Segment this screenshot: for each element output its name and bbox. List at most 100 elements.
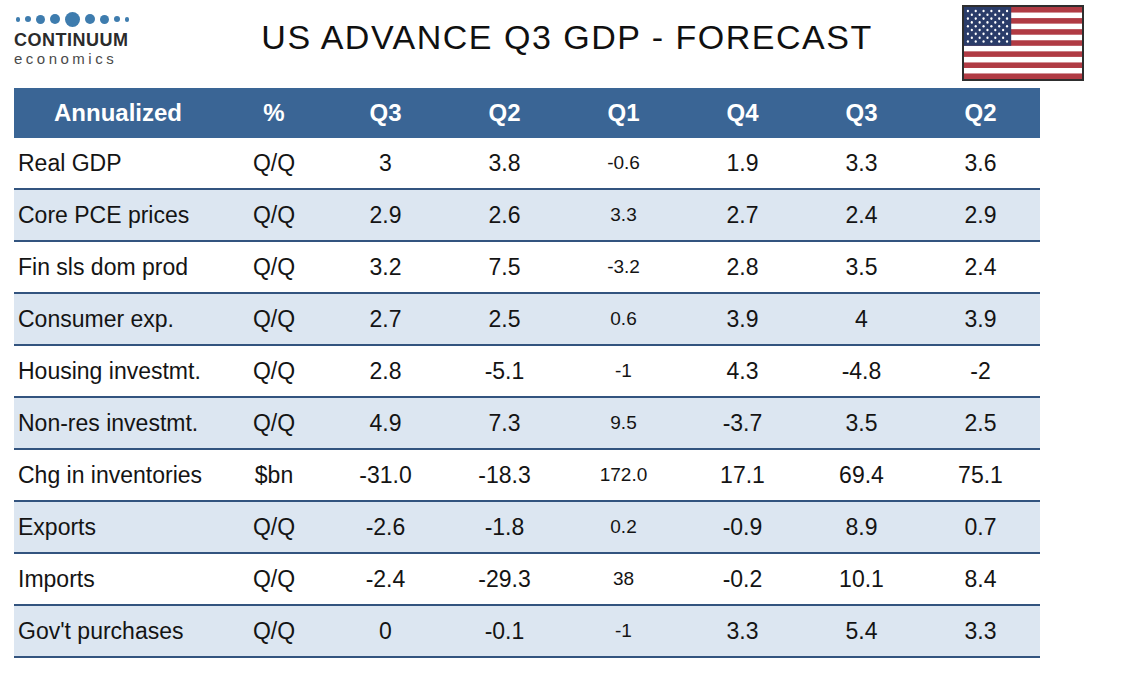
table-row: Fin sls dom prod Q/Q 3.2 7.5 -3.2 2.8 3.… <box>14 241 1040 293</box>
cell-value: -2.4 <box>326 553 445 605</box>
cell-value: 3.2 <box>326 241 445 293</box>
cell-value: -31.0 <box>326 449 445 501</box>
cell-value: 17.1 <box>683 449 802 501</box>
cell-value: 8.4 <box>921 553 1040 605</box>
cell-value: 7.3 <box>445 397 564 449</box>
table-row: Housing investmt. Q/Q 2.8 -5.1 -1 4.3 -4… <box>14 345 1040 397</box>
cell-value: 172.0 <box>564 449 683 501</box>
row-label: Non-res investmt. <box>14 397 222 449</box>
row-unit: Q/Q <box>222 345 326 397</box>
cell-value: -0.1 <box>445 605 564 657</box>
cell-value: 3.3 <box>802 138 921 189</box>
cell-value: -2 <box>921 345 1040 397</box>
row-unit: Q/Q <box>222 397 326 449</box>
cell-value: 3.3 <box>564 189 683 241</box>
cell-value: 2.4 <box>921 241 1040 293</box>
row-unit: Q/Q <box>222 501 326 553</box>
table-row: Chg in inventories $bn -31.0 -18.3 172.0… <box>14 449 1040 501</box>
cell-value: -3.2 <box>564 241 683 293</box>
cell-value: -3.7 <box>683 397 802 449</box>
cell-value: 75.1 <box>921 449 1040 501</box>
cell-value: 3.5 <box>802 241 921 293</box>
row-label: Chg in inventories <box>14 449 222 501</box>
column-header: Q3 <box>326 88 445 138</box>
row-label: Real GDP <box>14 138 222 189</box>
cell-value: 7.5 <box>445 241 564 293</box>
cell-value: 2.7 <box>683 189 802 241</box>
row-label: Consumer exp. <box>14 293 222 345</box>
cell-value: 2.9 <box>921 189 1040 241</box>
cell-value: -5.1 <box>445 345 564 397</box>
cell-value: 2.4 <box>802 189 921 241</box>
row-label: Exports <box>14 501 222 553</box>
cell-value: 5.4 <box>802 605 921 657</box>
table-row: Consumer exp. Q/Q 2.7 2.5 0.6 3.9 4 3.9 <box>14 293 1040 345</box>
cell-value: -1 <box>564 345 683 397</box>
row-unit: Q/Q <box>222 189 326 241</box>
cell-value: 2.5 <box>445 293 564 345</box>
cell-value: 1.9 <box>683 138 802 189</box>
cell-value: 2.5 <box>921 397 1040 449</box>
row-label: Gov't purchases <box>14 605 222 657</box>
cell-value: -2.6 <box>326 501 445 553</box>
cell-value: -0.2 <box>683 553 802 605</box>
gdp-forecast-table: Annualized % Q3 Q2 Q1 Q4 Q3 Q2 Real GDP … <box>14 88 1040 658</box>
cell-value: 3.9 <box>683 293 802 345</box>
cell-value: 2.8 <box>683 241 802 293</box>
column-header: Q3 <box>802 88 921 138</box>
column-header: Q2 <box>445 88 564 138</box>
table-row: Non-res investmt. Q/Q 4.9 7.3 9.5 -3.7 3… <box>14 397 1040 449</box>
cell-value: -1.8 <box>445 501 564 553</box>
page-header: CONTINUUM economics US ADVANCE Q3 GDP - … <box>0 0 1134 88</box>
cell-value: 69.4 <box>802 449 921 501</box>
column-header: Q1 <box>564 88 683 138</box>
cell-value: -0.9 <box>683 501 802 553</box>
row-label: Fin sls dom prod <box>14 241 222 293</box>
cell-value: 8.9 <box>802 501 921 553</box>
us-flag-icon <box>962 5 1084 81</box>
column-header: Q4 <box>683 88 802 138</box>
cell-value: 3.5 <box>802 397 921 449</box>
column-header: Q2 <box>921 88 1040 138</box>
cell-value: 9.5 <box>564 397 683 449</box>
table-row: Imports Q/Q -2.4 -29.3 38 -0.2 10.1 8.4 <box>14 553 1040 605</box>
cell-value: 3.6 <box>921 138 1040 189</box>
cell-value: 3.3 <box>683 605 802 657</box>
cell-value: 3.3 <box>921 605 1040 657</box>
row-unit: Q/Q <box>222 241 326 293</box>
cell-value: -29.3 <box>445 553 564 605</box>
table-row: Core PCE prices Q/Q 2.9 2.6 3.3 2.7 2.4 … <box>14 189 1040 241</box>
cell-value: 38 <box>564 553 683 605</box>
cell-value: 4 <box>802 293 921 345</box>
column-header: Annualized <box>14 88 222 138</box>
row-unit: Q/Q <box>222 605 326 657</box>
column-header: % <box>222 88 326 138</box>
row-unit: Q/Q <box>222 553 326 605</box>
cell-value: 2.6 <box>445 189 564 241</box>
row-unit: Q/Q <box>222 138 326 189</box>
cell-value: 0 <box>326 605 445 657</box>
cell-value: 2.8 <box>326 345 445 397</box>
cell-value: 3.8 <box>445 138 564 189</box>
cell-value: -1 <box>564 605 683 657</box>
table-row: Gov't purchases Q/Q 0 -0.1 -1 3.3 5.4 3.… <box>14 605 1040 657</box>
cell-value: 3.9 <box>921 293 1040 345</box>
page: CONTINUUM economics US ADVANCE Q3 GDP - … <box>0 0 1134 680</box>
cell-value: 4.9 <box>326 397 445 449</box>
cell-value: 0.7 <box>921 501 1040 553</box>
cell-value: 4.3 <box>683 345 802 397</box>
row-unit: Q/Q <box>222 293 326 345</box>
table-row: Exports Q/Q -2.6 -1.8 0.2 -0.9 8.9 0.7 <box>14 501 1040 553</box>
cell-value: 10.1 <box>802 553 921 605</box>
table-row: Real GDP Q/Q 3 3.8 -0.6 1.9 3.3 3.6 <box>14 138 1040 189</box>
cell-value: -4.8 <box>802 345 921 397</box>
table-header-row: Annualized % Q3 Q2 Q1 Q4 Q3 Q2 <box>14 88 1040 138</box>
cell-value: -0.6 <box>564 138 683 189</box>
row-label: Core PCE prices <box>14 189 222 241</box>
cell-value: -18.3 <box>445 449 564 501</box>
cell-value: 2.9 <box>326 189 445 241</box>
cell-value: 2.7 <box>326 293 445 345</box>
row-label: Imports <box>14 553 222 605</box>
cell-value: 0.6 <box>564 293 683 345</box>
row-unit: $bn <box>222 449 326 501</box>
